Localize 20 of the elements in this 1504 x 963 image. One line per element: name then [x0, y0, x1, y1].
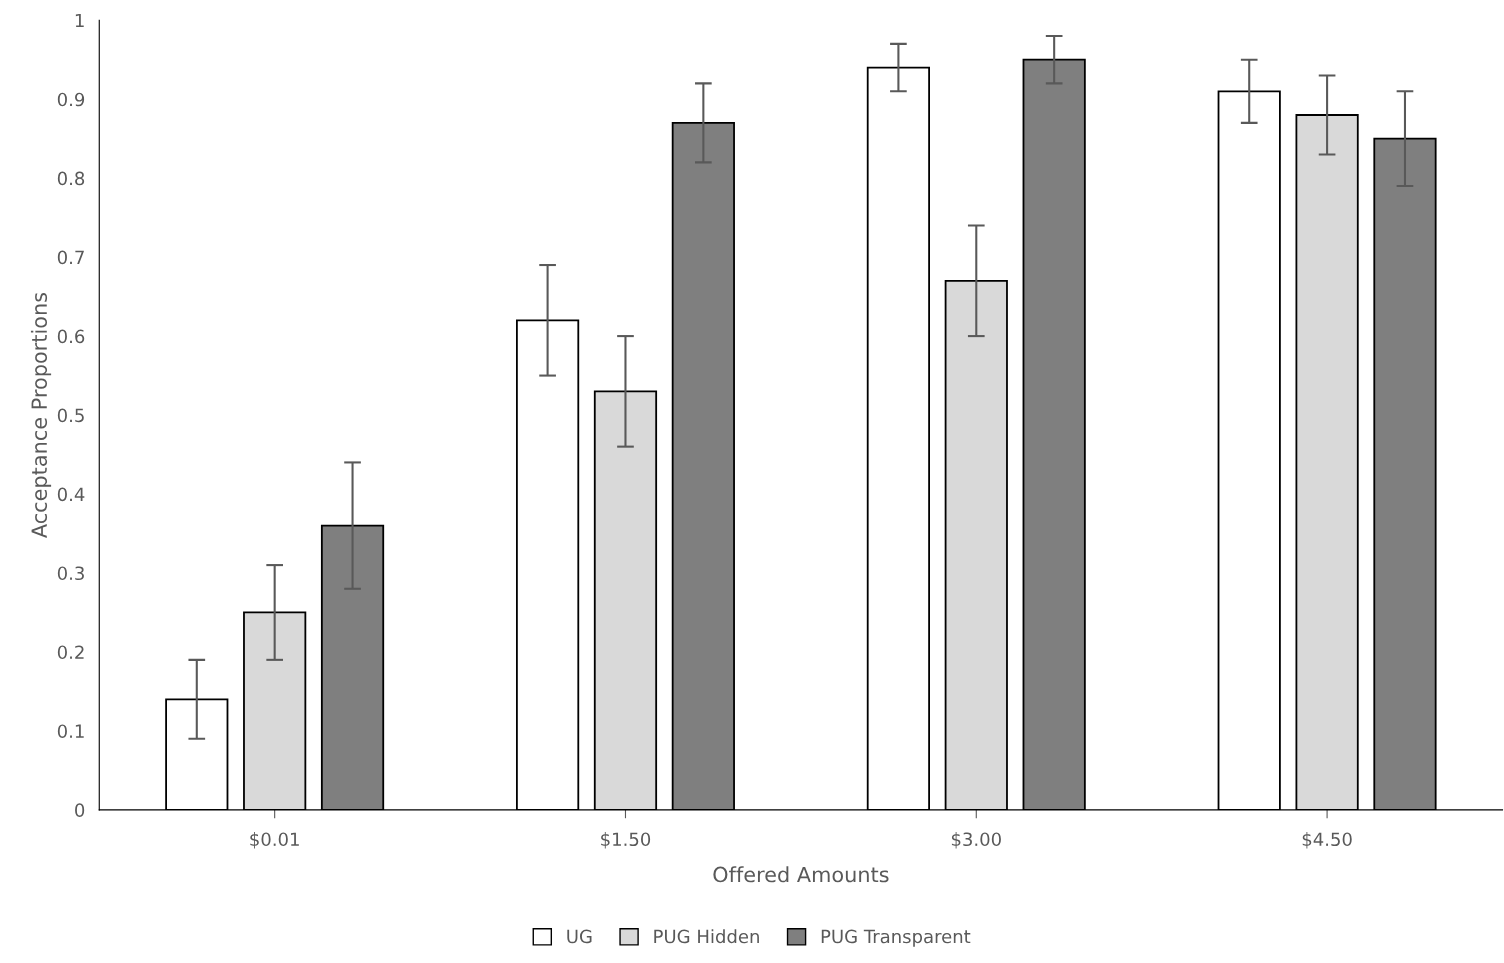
y-tick-label: 0.2	[57, 645, 84, 660]
y-tick-label: 0.6	[57, 329, 85, 344]
x-tick-label: $1.50	[601, 832, 651, 849]
y-tick-label: 0	[75, 803, 85, 817]
x-tick-label: $0.01	[250, 832, 299, 849]
legend-label: UG	[567, 929, 592, 944]
x-tick-label: $4.50	[1302, 832, 1352, 849]
y-tick-label: 0.4	[57, 487, 85, 502]
legend-label: PUG Transparent	[821, 929, 971, 947]
y-axis-title: Acceptance Proportions	[30, 292, 52, 538]
legend-label: PUG Hidden	[654, 929, 759, 944]
y-tick-label: 0.3	[57, 566, 84, 581]
y-tick-label: 0.5	[57, 408, 84, 423]
x-tick-label: $3.00	[951, 832, 1001, 849]
y-tick-label: 0.9	[57, 92, 85, 107]
y-tick-label: 0.8	[57, 171, 85, 186]
y-tick-label: 0.1	[57, 724, 84, 739]
y-tick-label: 1	[75, 13, 84, 28]
y-tick-label: 0.7	[57, 250, 84, 265]
x-axis-title: Offered Amounts	[713, 866, 889, 883]
